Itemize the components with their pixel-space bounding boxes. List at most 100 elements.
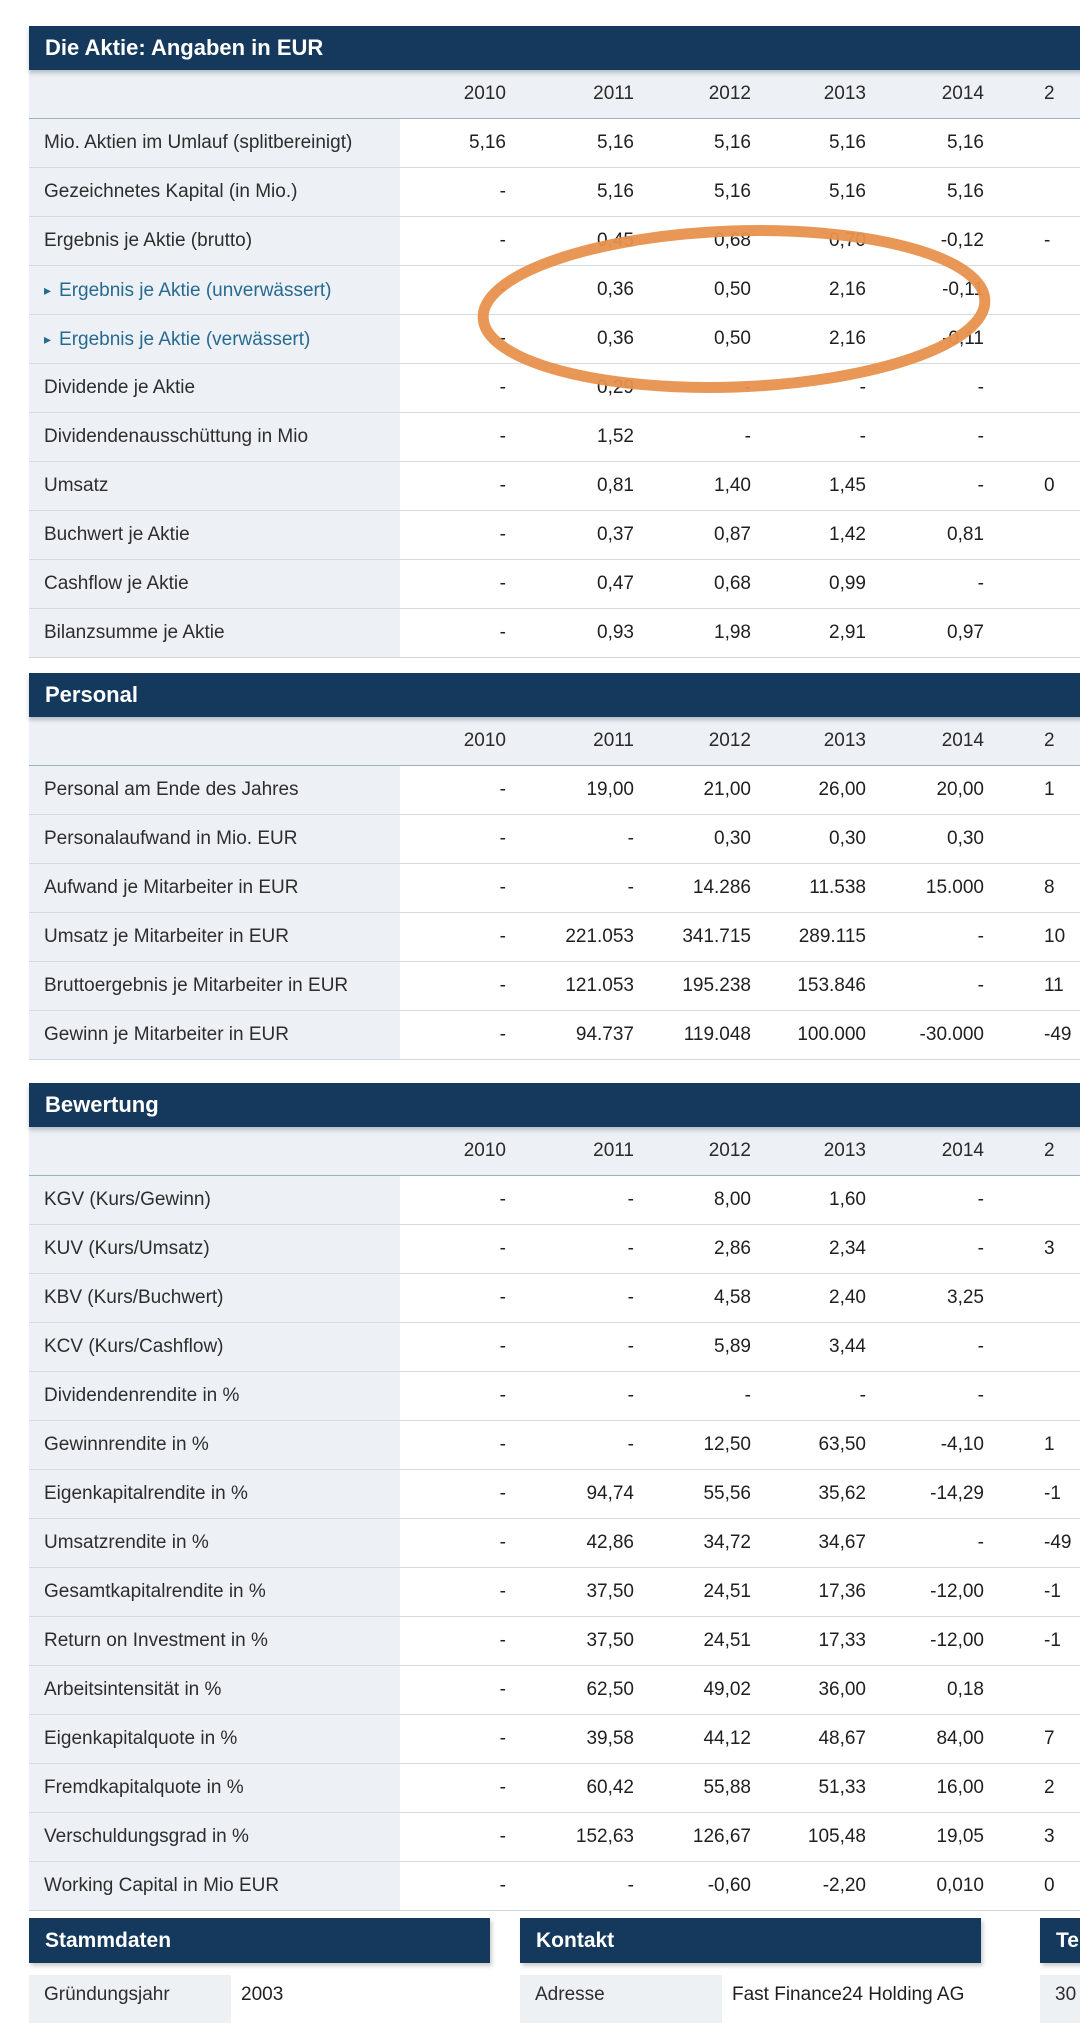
value-cell: - — [499, 622, 506, 643]
value-cell — [988, 1372, 1080, 1420]
value-cell: 84,00 — [936, 1728, 984, 1749]
value-cell: 15.000 — [925, 877, 984, 898]
info-box-rows: 30 — [1040, 1975, 1080, 2023]
value-cell: 0,30 — [829, 828, 866, 849]
value-cell: 0,18 — [947, 1679, 984, 1700]
expandable-row-label[interactable]: ▸ Ergebnis je Aktie (unverwässert) — [29, 266, 400, 314]
year-header: 2 — [1044, 83, 1055, 104]
value-cell: - — [977, 1238, 984, 1259]
row-label-text: Eigenkapitalquote in % — [44, 1728, 238, 1749]
value-cell: 36,00 — [818, 1679, 866, 1700]
year-header: 2011 — [593, 83, 634, 104]
value-cell — [988, 168, 1080, 216]
year-header: 2013 — [823, 83, 866, 104]
table-row: Arbeitsintensität in % - 62,50 49,02 36,00 0,… — [29, 1665, 1080, 1714]
value-cell: 5,16 — [947, 181, 984, 202]
value-cell — [988, 413, 1080, 461]
info-row-label: Gründungsjahr — [29, 1975, 231, 2023]
value-cell: 49,02 — [703, 1679, 751, 1700]
value-cell: - — [499, 975, 506, 996]
value-cell: 8 — [1044, 877, 1055, 898]
value-cell: 1 — [1044, 1434, 1055, 1455]
value-cell: 19,05 — [936, 1826, 984, 1847]
year-header: 2 — [1044, 1140, 1055, 1161]
value-cell: - — [627, 1336, 634, 1357]
row-label-text: Mio. Aktien im Umlauf (splitbereinigt) — [44, 132, 353, 153]
value-cell: - — [499, 377, 506, 398]
value-cell: -12,00 — [930, 1581, 984, 1602]
table-row: Umsatzrendite in % - 42,86 34,72 34,67 - -49 — [29, 1518, 1080, 1567]
expandable-row-label[interactable]: ▸ Ergebnis je Aktie (verwässert) — [29, 315, 400, 363]
value-cell: - — [499, 1483, 506, 1504]
value-cell: 94.737 — [575, 1024, 634, 1045]
value-cell: 8,00 — [714, 1189, 751, 1210]
row-label-text: Umsatzrendite in % — [44, 1532, 209, 1553]
value-cell: - — [499, 1385, 506, 1406]
row-label-text: Umsatz — [44, 475, 109, 496]
table-row: Bilanzsumme je Aktie - 0,93 1,98 2,91 0,97 — [29, 608, 1080, 657]
value-cell: 119.048 — [683, 1024, 751, 1045]
value-cell: 5,16 — [714, 132, 751, 153]
value-cell — [988, 119, 1080, 167]
row-label: Umsatzrendite in % — [29, 1519, 400, 1567]
value-cell: 39,58 — [586, 1728, 634, 1749]
value-cell: 195.238 — [682, 975, 751, 996]
table-row: Gewinn je Mitarbeiter in EUR - 94.737 119.0… — [29, 1010, 1080, 1059]
value-cell: - — [499, 1434, 506, 1455]
years-header-row: 2010 2011 2012 2013 2014 2 — [29, 1127, 1080, 1176]
value-cell: -30.000 — [919, 1024, 984, 1045]
section-header-personal: Personal — [29, 673, 1080, 717]
table-row: Dividendenausschüttung in Mio - 1,52 - - - — [29, 412, 1080, 461]
row-label: Verschuldungsgrad in % — [29, 1813, 400, 1861]
value-cell: 0 — [1044, 475, 1055, 496]
row-label: Cashflow je Aktie — [29, 560, 400, 608]
year-header: 2012 — [708, 83, 751, 104]
table-row: Personal am Ende des Jahres - 19,00 21,00 26… — [29, 766, 1080, 814]
value-cell: 0 — [1044, 1875, 1055, 1896]
row-label: Arbeitsintensität in % — [29, 1666, 400, 1714]
value-cell: 2,91 — [829, 622, 866, 643]
value-cell — [988, 1323, 1080, 1371]
value-cell: 48,67 — [818, 1728, 866, 1749]
value-cell: 1,42 — [829, 524, 866, 545]
value-cell: - — [499, 828, 506, 849]
value-cell: -0,11 — [942, 328, 984, 349]
value-cell: - — [499, 1679, 506, 1700]
value-cell: - — [627, 1189, 634, 1210]
year-header: 2010 — [463, 1140, 506, 1161]
value-cell: - — [744, 1385, 751, 1406]
value-cell: 5,16 — [714, 181, 751, 202]
row-label-text: Ergebnis je Aktie (brutto) — [44, 230, 253, 251]
table-row: Return on Investment in % - 37,50 24,51 17,3… — [29, 1616, 1080, 1665]
value-cell: - — [977, 475, 984, 496]
row-label: Ergebnis je Aktie (brutto) — [29, 217, 400, 265]
value-cell: 19,00 — [586, 779, 634, 800]
value-cell: 21,00 — [703, 779, 751, 800]
table-row: Mio. Aktien im Umlauf (splitbereinigt) 5,… — [29, 119, 1080, 167]
value-cell: 20,00 — [936, 779, 984, 800]
value-cell: 0,47 — [597, 573, 634, 594]
value-cell: 0,30 — [714, 828, 751, 849]
value-cell — [988, 609, 1080, 657]
value-cell — [988, 511, 1080, 559]
info-box-title: Kontakt — [536, 1929, 615, 1952]
value-cell: 0,37 — [597, 524, 634, 545]
row-label: Umsatz je Mitarbeiter in EUR — [29, 913, 400, 961]
value-cell: 0,010 — [936, 1875, 984, 1896]
row-label-text: Arbeitsintensität in % — [44, 1679, 222, 1700]
value-cell: 5,16 — [829, 132, 866, 153]
value-cell: 1,98 — [714, 622, 751, 643]
value-cell: 5,16 — [597, 132, 634, 153]
value-cell: 0,50 — [714, 279, 751, 300]
value-cell: 55,88 — [703, 1777, 751, 1798]
year-header: 2014 — [941, 83, 984, 104]
table-row: Gezeichnetes Kapital (in Mio.) - 5,16 5,16 5… — [29, 167, 1080, 216]
value-cell: - — [499, 1189, 506, 1210]
row-label: Bilanzsumme je Aktie — [29, 609, 400, 657]
value-cell: 42,86 — [586, 1532, 634, 1553]
value-cell: - — [499, 1238, 506, 1259]
section-title: Bewertung — [45, 1092, 159, 1117]
year-header: 2013 — [823, 1140, 866, 1161]
value-cell: 3,25 — [947, 1287, 984, 1308]
row-label: Dividendenausschüttung in Mio — [29, 413, 400, 461]
